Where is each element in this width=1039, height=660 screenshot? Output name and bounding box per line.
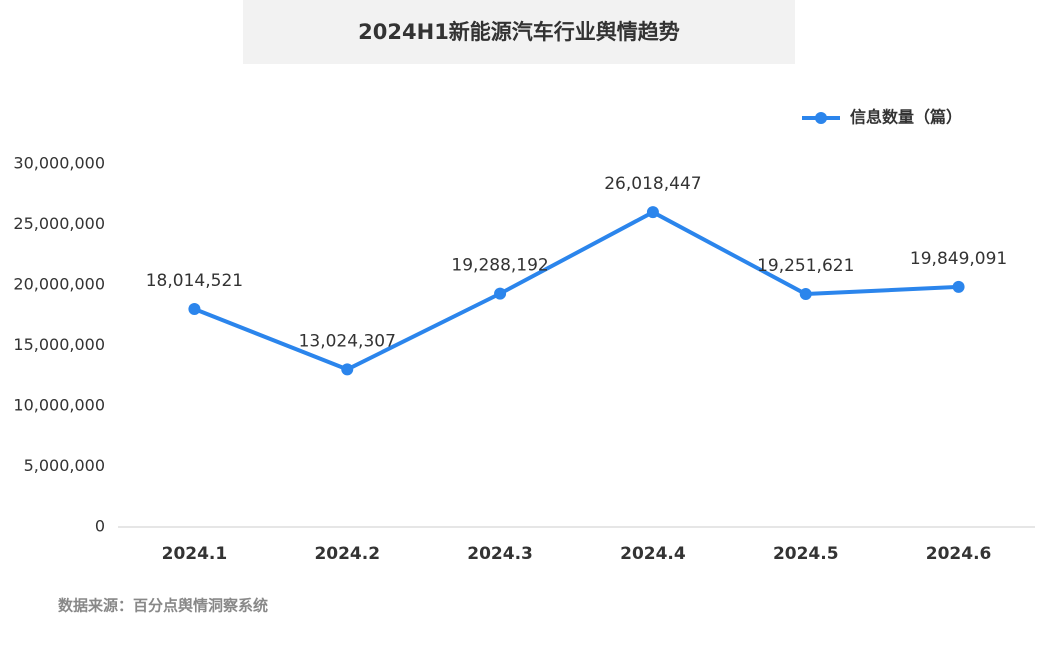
series-line — [193, 210, 959, 372]
x-tick-label: 2024.5 — [773, 544, 839, 564]
y-tick-label: 0 — [95, 517, 105, 536]
y-tick-label: 25,000,000 — [13, 214, 105, 233]
data-label: 19,251,621 — [757, 256, 854, 276]
data-label: 18,014,521 — [146, 271, 243, 291]
data-label: 26,018,447 — [604, 174, 701, 194]
y-tick-label: 30,000,000 — [13, 154, 105, 173]
data-point — [646, 206, 659, 219]
data-point — [188, 303, 201, 316]
x-tick-label: 2024.4 — [620, 544, 686, 564]
data-label: 19,849,091 — [910, 249, 1007, 269]
x-tick-label: 2024.3 — [467, 544, 533, 564]
x-tick-label: 2024.6 — [926, 544, 992, 564]
y-tick-label: 10,000,000 — [13, 396, 105, 415]
y-tick-label: 5,000,000 — [24, 456, 105, 475]
y-tick-label: 20,000,000 — [13, 275, 105, 294]
x-tick-label: 2024.2 — [314, 544, 380, 564]
data-point — [952, 280, 965, 293]
title-box — [243, 0, 795, 64]
y-tick-label: 15,000,000 — [13, 335, 105, 354]
data-point — [341, 363, 354, 376]
legend-label: 信息数量（篇） — [850, 108, 962, 127]
legend-marker — [815, 112, 827, 124]
data-label: 19,288,192 — [451, 256, 548, 276]
chart-title: 2024H1新能源汽车行业舆情趋势 — [358, 20, 680, 44]
x-tick-label: 2024.1 — [162, 544, 228, 564]
data-label: 13,024,307 — [299, 331, 396, 351]
data-point — [494, 287, 507, 300]
source-note: 数据来源：百分点舆情洞察系统 — [58, 597, 268, 615]
data-point — [799, 288, 812, 301]
